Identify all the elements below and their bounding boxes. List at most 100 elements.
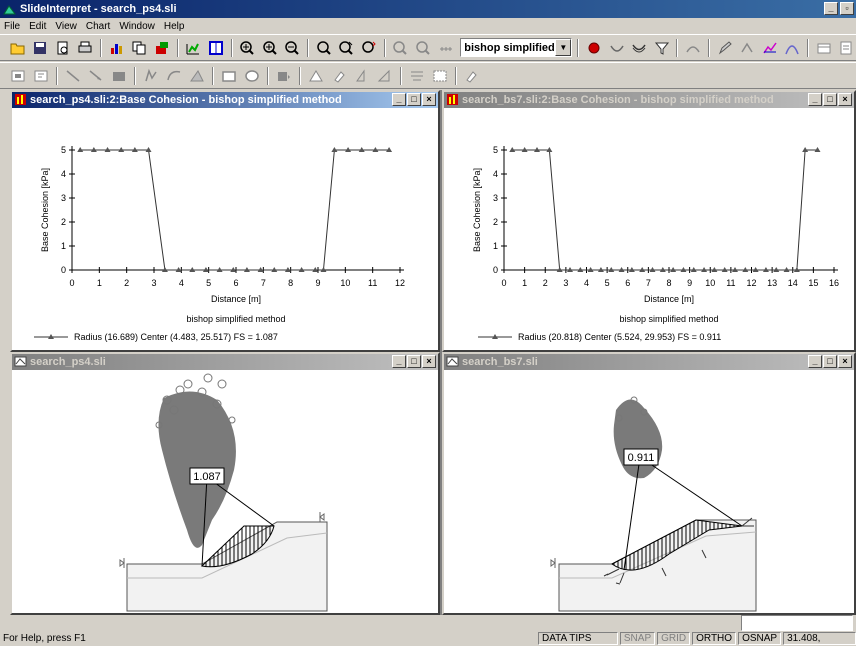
minimize-button[interactable]: _	[392, 93, 406, 106]
data-point[interactable]	[202, 267, 209, 272]
copy-button[interactable]	[130, 38, 150, 58]
maximize-button[interactable]: □	[823, 355, 837, 368]
zoom-all-button[interactable]	[238, 38, 258, 58]
arc-button[interactable]	[164, 66, 184, 86]
data-point[interactable]	[271, 267, 278, 272]
menu-view[interactable]: View	[55, 20, 77, 32]
data-point[interactable]	[521, 147, 528, 152]
close-button[interactable]: ×	[838, 93, 852, 106]
data-point[interactable]	[131, 147, 138, 152]
data-point[interactable]	[509, 147, 516, 152]
chevron-down-icon[interactable]: ▼	[555, 39, 572, 56]
data-point[interactable]	[358, 147, 365, 152]
filter-surfaces-button[interactable]	[607, 38, 627, 58]
zoom-previous-button[interactable]	[337, 38, 357, 58]
close-button[interactable]: ×	[422, 93, 436, 106]
query-button[interactable]	[737, 38, 757, 58]
pan-button[interactable]	[359, 38, 379, 58]
app-restore-button[interactable]: ▫	[840, 2, 854, 15]
data-point[interactable]	[77, 147, 84, 152]
angle-button[interactable]	[352, 66, 372, 86]
zoom-scale-button[interactable]	[413, 38, 433, 58]
method-select[interactable]: bishop simplified ▼	[460, 38, 573, 57]
data-point[interactable]	[639, 267, 646, 272]
data-point[interactable]	[680, 267, 687, 272]
data-point[interactable]	[608, 267, 615, 272]
data-point[interactable]	[556, 267, 563, 272]
filter-button[interactable]	[652, 38, 672, 58]
menu-edit[interactable]: Edit	[29, 20, 47, 32]
status-panel-snap[interactable]: SNAP	[619, 632, 656, 645]
data-point[interactable]	[742, 267, 749, 272]
data-point[interactable]	[104, 147, 111, 152]
data-point[interactable]	[175, 267, 182, 272]
data-point[interactable]	[161, 267, 168, 272]
coordinates-button[interactable]	[430, 66, 450, 86]
window-model-bs7[interactable]: search_bs7.sli _ □ ×	[442, 352, 856, 615]
data-point[interactable]	[690, 267, 697, 272]
data-point[interactable]	[345, 147, 352, 152]
text-box-button[interactable]	[31, 66, 51, 86]
model-ps4-canvas[interactable]: 1.087	[12, 370, 438, 613]
data-point[interactable]	[534, 147, 540, 152]
align-button[interactable]	[407, 66, 427, 86]
eraser-button[interactable]	[329, 66, 349, 86]
rectangle-button[interactable]	[219, 66, 239, 86]
data-point[interactable]	[711, 267, 718, 272]
data-point[interactable]	[567, 267, 573, 272]
minimum-surface-button[interactable]	[584, 38, 604, 58]
data-point[interactable]	[773, 267, 780, 272]
data-point[interactable]	[587, 267, 594, 272]
slices-button[interactable]	[683, 38, 703, 58]
graph-button[interactable]	[760, 38, 780, 58]
print-preview-button[interactable]	[53, 38, 73, 58]
menu-help[interactable]: Help	[163, 20, 185, 32]
data-point[interactable]	[298, 267, 305, 272]
window-chart-ps4-titlebar[interactable]: search_ps4.sli:2:Base Cohesion - bishop …	[12, 92, 438, 108]
minimize-button[interactable]: _	[392, 355, 406, 368]
zoom-in-button[interactable]	[260, 38, 280, 58]
window-chart-bs7[interactable]: search_bs7.sli:2:Base Cohesion - bishop …	[442, 90, 856, 352]
status-panel-31-408-32-144[interactable]: 31.408, 32.144	[783, 632, 856, 646]
open-button[interactable]	[8, 38, 28, 58]
command-input[interactable]	[741, 615, 853, 631]
window-chart-ps4[interactable]: search_ps4.sli:2:Base Cohesion - bishop …	[10, 90, 440, 352]
data-point[interactable]	[659, 267, 666, 272]
probability-button[interactable]	[782, 38, 802, 58]
arrow-button[interactable]	[86, 66, 106, 86]
maximize-button[interactable]: □	[407, 93, 421, 106]
data-point[interactable]	[189, 267, 196, 272]
status-panel-osnap[interactable]: OSNAP	[738, 632, 782, 645]
data-point[interactable]	[312, 267, 319, 272]
data-point[interactable]	[118, 147, 125, 152]
select-button[interactable]	[8, 66, 28, 86]
status-panel-data-tips-max[interactable]: DATA TIPS MAX	[538, 632, 618, 646]
status-panel-ortho[interactable]: ORTHO	[692, 632, 737, 645]
report-button[interactable]	[836, 38, 856, 58]
window-model-bs7-titlebar[interactable]: search_bs7.sli _ □ ×	[444, 354, 854, 370]
data-point[interactable]	[721, 267, 728, 272]
data-point[interactable]	[243, 267, 250, 272]
zoom-window-button[interactable]	[314, 38, 334, 58]
line-button[interactable]	[63, 66, 83, 86]
data-point[interactable]	[386, 147, 393, 152]
print-button[interactable]	[76, 38, 96, 58]
model-bs7-drawing[interactable]: 0.911	[444, 370, 854, 613]
ellipse-button[interactable]	[242, 66, 262, 86]
hatch-button[interactable]	[187, 66, 207, 86]
data-point[interactable]	[802, 147, 809, 152]
data-point[interactable]	[331, 147, 338, 152]
scale-button[interactable]	[436, 38, 456, 58]
data-point[interactable]	[284, 267, 291, 272]
data-point[interactable]	[216, 267, 223, 272]
data-point[interactable]	[793, 267, 800, 272]
data-point[interactable]	[649, 267, 656, 272]
polyline-button[interactable]	[141, 66, 161, 86]
menu-chart[interactable]: Chart	[85, 20, 111, 32]
data-point[interactable]	[628, 267, 635, 272]
data-point[interactable]	[732, 267, 738, 272]
menu-window[interactable]: Window	[119, 20, 155, 32]
data-point[interactable]	[145, 147, 152, 152]
close-button[interactable]: ×	[422, 355, 436, 368]
